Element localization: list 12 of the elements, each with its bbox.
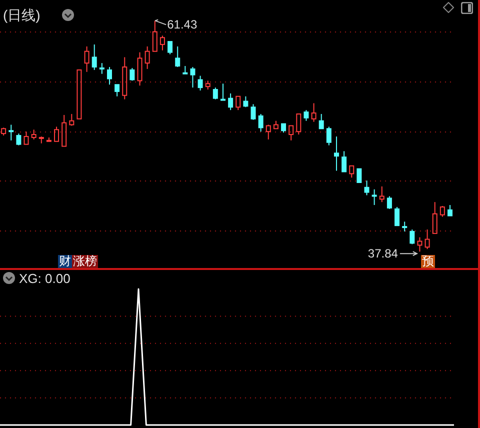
text: 预 bbox=[420, 254, 435, 268]
text: 财 bbox=[58, 254, 72, 268]
candlestick bbox=[334, 136, 339, 172]
candlestick bbox=[8, 124, 14, 141]
candlestick bbox=[99, 62, 104, 74]
annotation: 37.84 bbox=[368, 246, 398, 261]
chart-title: (日线) bbox=[3, 7, 40, 25]
chart-title: XG: 0.00 bbox=[19, 271, 70, 286]
candlestick bbox=[84, 46, 90, 72]
annotation: 61.43 bbox=[167, 18, 198, 32]
candlestick bbox=[144, 46, 150, 70]
text: 涨榜 bbox=[72, 254, 98, 268]
